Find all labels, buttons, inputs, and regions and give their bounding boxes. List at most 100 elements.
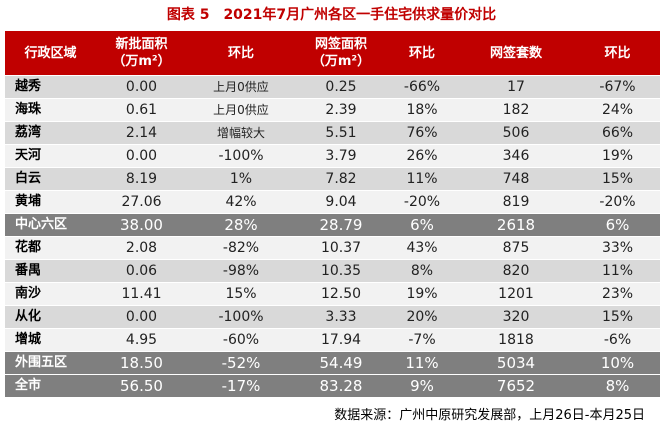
district-cell: 黄埔 xyxy=(5,190,96,214)
district-cell: 番禺 xyxy=(5,259,96,283)
district-cell: 荔湾 xyxy=(5,121,96,145)
ring-1-cell: 1% xyxy=(187,167,295,191)
ring-3-cell: 66% xyxy=(575,121,660,145)
signed-units-cell: 819 xyxy=(457,190,575,214)
ring-2-cell: 11% xyxy=(387,351,457,375)
ring-2-cell: 20% xyxy=(387,305,457,329)
signed-units-cell: 820 xyxy=(457,259,575,283)
table-row: 白云 8.19 1% 7.82 11% 748 15% xyxy=(5,167,660,191)
new-area-cell: 0.61 xyxy=(96,98,187,122)
header-new-area-label: 新批面积 xyxy=(115,37,168,52)
summary-row: 中心六区 38.00 28% 28.79 6% 2618 6% xyxy=(5,213,660,237)
ring-1-cell: 15% xyxy=(187,282,295,306)
new-area-cell: 11.41 xyxy=(96,282,187,306)
ring-1-cell: -52% xyxy=(187,351,295,375)
signed-area-cell: 3.79 xyxy=(295,144,387,168)
signed-units-cell: 875 xyxy=(457,236,575,260)
signed-units-cell: 182 xyxy=(457,98,575,122)
new-area-cell: 2.14 xyxy=(96,121,187,145)
signed-area-cell: 2.39 xyxy=(295,98,387,122)
district-cell: 花都 xyxy=(5,236,96,260)
signed-units-cell: 7652 xyxy=(457,374,575,398)
signed-units-cell: 1818 xyxy=(457,328,575,352)
ring-1-cell: 上月0供应 xyxy=(187,98,295,122)
header-ring-3: 环比 xyxy=(575,31,660,76)
table-row: 南沙 11.41 15% 12.50 19% 1201 23% xyxy=(5,282,660,306)
ring-3-cell: -20% xyxy=(575,190,660,214)
ring-2-cell: 6% xyxy=(387,213,457,237)
ring-2-cell: -7% xyxy=(387,328,457,352)
new-area-cell: 2.08 xyxy=(96,236,187,260)
header-new-area-unit: （万m²） xyxy=(112,54,171,69)
signed-units-cell: 17 xyxy=(457,75,575,99)
signed-area-cell: 10.35 xyxy=(295,259,387,283)
signed-units-cell: 748 xyxy=(457,167,575,191)
ring-2-cell: 9% xyxy=(387,374,457,398)
ring-1-cell: -100% xyxy=(187,305,295,329)
signed-area-cell: 10.37 xyxy=(295,236,387,260)
signed-area-cell: 28.79 xyxy=(295,213,387,237)
ring-3-cell: 10% xyxy=(575,351,660,375)
ring-3-cell: 6% xyxy=(575,213,660,237)
table-row: 海珠 0.61 上月0供应 2.39 18% 182 24% xyxy=(5,98,660,122)
district-cell: 从化 xyxy=(5,305,96,329)
signed-units-cell: 1201 xyxy=(457,282,575,306)
signed-area-cell: 83.28 xyxy=(295,374,387,398)
signed-area-cell: 12.50 xyxy=(295,282,387,306)
new-area-cell: 0.00 xyxy=(96,144,187,168)
ring-1-cell: -82% xyxy=(187,236,295,260)
signed-area-cell: 3.33 xyxy=(295,305,387,329)
header-signed-area-label: 网签面积 xyxy=(314,37,367,52)
ring-2-cell: -66% xyxy=(387,75,457,99)
table-row: 黄埔 27.06 42% 9.04 -20% 819 -20% xyxy=(5,190,660,214)
header-signed-units: 网签套数 xyxy=(457,31,575,76)
ring-1-cell: 42% xyxy=(187,190,295,214)
ring-3-cell: -67% xyxy=(575,75,660,99)
ring-2-cell: 11% xyxy=(387,167,457,191)
new-area-cell: 0.00 xyxy=(96,75,187,99)
district-cell: 增城 xyxy=(5,328,96,352)
new-area-cell: 0.00 xyxy=(96,305,187,329)
new-area-cell: 27.06 xyxy=(96,190,187,214)
header-signed-area: 网签面积 （万m²） xyxy=(295,31,387,76)
header-signed-area-unit: （万m²） xyxy=(311,54,371,69)
ring-2-cell: 19% xyxy=(387,282,457,306)
ring-2-cell: 43% xyxy=(387,236,457,260)
signed-area-cell: 5.51 xyxy=(295,121,387,145)
district-cell: 白云 xyxy=(5,167,96,191)
ring-2-cell: 26% xyxy=(387,144,457,168)
table-row: 番禺 0.06 -98% 10.35 8% 820 11% xyxy=(5,259,660,283)
header-ring-1: 环比 xyxy=(187,31,295,76)
new-area-cell: 56.50 xyxy=(96,374,187,398)
table-row: 增城 4.95 -60% 17.94 -7% 1818 -6% xyxy=(5,328,660,352)
signed-units-cell: 320 xyxy=(457,305,575,329)
header-ring-2: 环比 xyxy=(387,31,457,76)
ring-2-cell: -20% xyxy=(387,190,457,214)
signed-area-cell: 54.49 xyxy=(295,351,387,375)
ring-3-cell: 15% xyxy=(575,305,660,329)
new-area-cell: 18.50 xyxy=(96,351,187,375)
district-cell: 海珠 xyxy=(5,98,96,122)
header-new-area: 新批面积 （万m²） xyxy=(96,31,187,76)
ring-3-cell: -6% xyxy=(575,328,660,352)
header-district: 行政区域 xyxy=(5,31,96,76)
district-cell: 全市 xyxy=(5,374,96,398)
signed-units-cell: 506 xyxy=(457,121,575,145)
ring-3-cell: 19% xyxy=(575,144,660,168)
ring-3-cell: 23% xyxy=(575,282,660,306)
signed-area-cell: 7.82 xyxy=(295,167,387,191)
signed-units-cell: 5034 xyxy=(457,351,575,375)
ring-1-cell: -60% xyxy=(187,328,295,352)
ring-1-cell: -100% xyxy=(187,144,295,168)
summary-row: 全市 56.50 -17% 83.28 9% 7652 8% xyxy=(5,374,660,398)
district-cell: 南沙 xyxy=(5,282,96,306)
ring-2-cell: 8% xyxy=(387,259,457,283)
new-area-cell: 4.95 xyxy=(96,328,187,352)
figure-title: 图表 5 2021年7月广州各区一手住宅供求量价对比 xyxy=(166,7,497,23)
table-row: 越秀 0.00 上月0供应 0.25 -66% 17 -67% xyxy=(5,75,660,99)
district-cell: 越秀 xyxy=(5,75,96,99)
data-source-note: 数据来源：广州中原研究发展部，上月26日-本月25日 xyxy=(334,408,645,423)
table-row: 从化 0.00 -100% 3.33 20% 320 15% xyxy=(5,305,660,329)
new-area-cell: 0.06 xyxy=(96,259,187,283)
housing-data-table: 行政区域 新批面积 （万m²） 环比 网签面积 （万m²） 环比 网签套数 环比… xyxy=(5,31,660,398)
